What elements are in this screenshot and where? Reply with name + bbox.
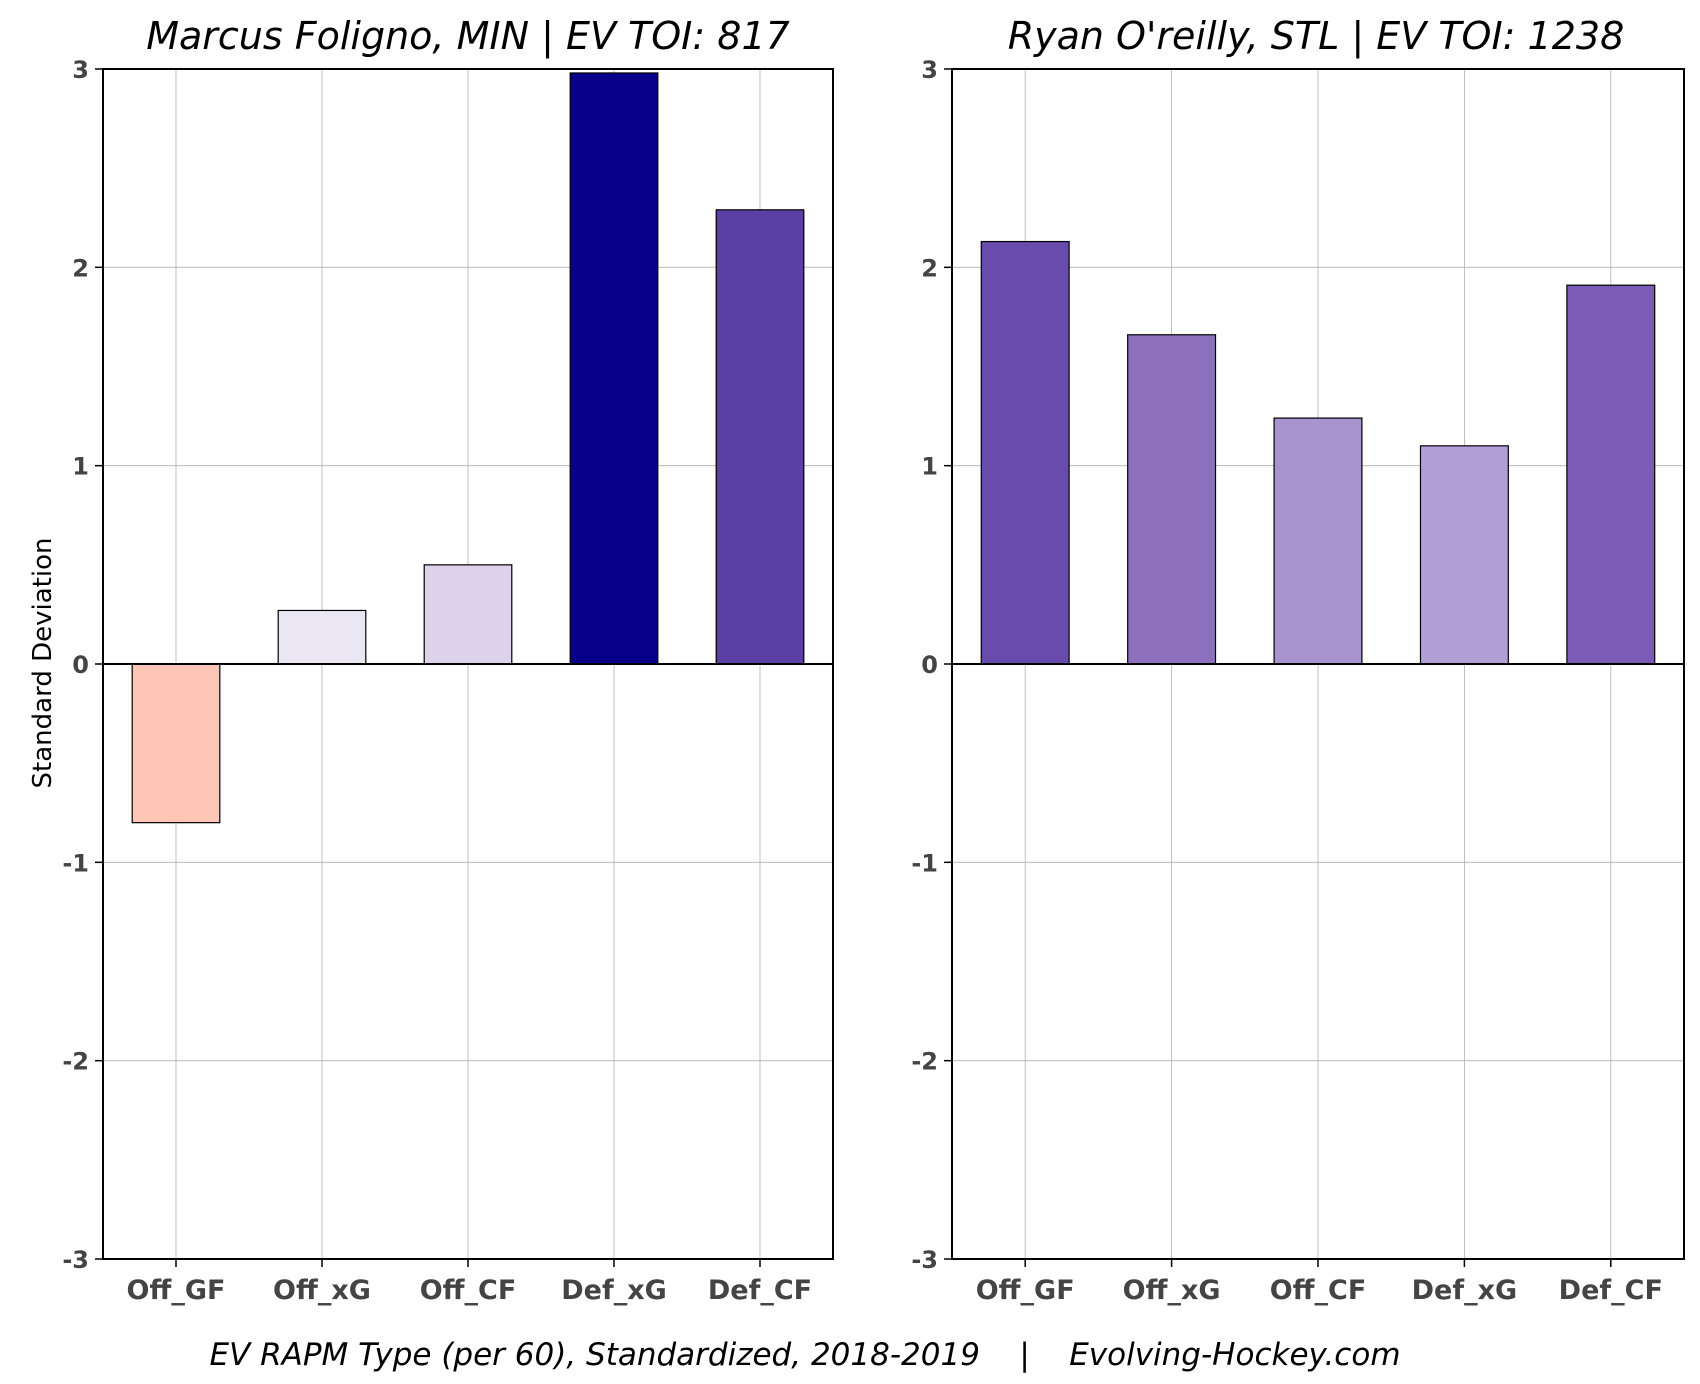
x-tick-label: Def_CF <box>708 1275 812 1306</box>
x-tick-label: Def_xG <box>561 1275 667 1306</box>
bar-off-xg <box>277 609 367 665</box>
y-tick-labels: -3 -2 -1 0 1 2 3 <box>911 56 938 1274</box>
bar-off-gf <box>131 663 221 824</box>
x-tick-label: Off_xG <box>273 1275 371 1306</box>
plot-frame <box>102 68 834 1260</box>
chart-title: Ryan O'reilly, STL | EV TOI: 1238 <box>1008 14 1625 59</box>
chart-title: Marcus Foligno, MIN | EV TOI: 817 <box>146 14 790 59</box>
bar-def-xg <box>569 72 659 665</box>
y-tick-label: 1 <box>921 453 938 481</box>
x-tick-label: Off_xG <box>1123 1275 1221 1306</box>
y-tick-label: -3 <box>62 1246 89 1274</box>
bar-def-xg <box>1419 445 1509 665</box>
y-tick-label: 0 <box>921 651 938 679</box>
x-tick-label: Off_GF <box>127 1275 226 1306</box>
plot-frame <box>951 68 1685 1260</box>
y-axis-label: Standard Deviation <box>28 538 58 789</box>
bar-off-gf <box>980 240 1070 665</box>
y-tick-label: 2 <box>921 254 938 282</box>
axes <box>95 68 834 1267</box>
x-tick-label: Def_CF <box>1559 1275 1663 1306</box>
y-tick-label: -2 <box>62 1048 89 1076</box>
chart-oreilly: Ryan O'reilly, STL | EV TOI: 1238 -3 -2 -1… <box>911 14 1685 1306</box>
x-tick-label: Def_xG <box>1412 1275 1518 1306</box>
x-tick-label: Off_CF <box>420 1275 517 1306</box>
bar-off-cf <box>1273 417 1363 665</box>
y-tick-label: -1 <box>62 849 89 877</box>
bar-off-xg <box>1127 334 1217 665</box>
bar-def-cf <box>1566 284 1656 665</box>
footer-caption: EV RAPM Type (per 60), Standardized, 201… <box>209 1337 1400 1373</box>
bars <box>980 240 1656 665</box>
y-tick-labels: -3 -2 -1 0 1 2 3 <box>62 56 89 1274</box>
x-tick-label: Off_CF <box>1270 1275 1367 1306</box>
bar-def-cf <box>715 209 805 665</box>
y-tick-label: -2 <box>911 1048 938 1076</box>
x-tick-label: Off_GF <box>976 1275 1075 1306</box>
chart-foligno: Marcus Foligno, MIN | EV TOI: 817 -3 -2 -1… <box>62 14 834 1306</box>
x-tick-labels: Off_GF Off_xG Off_CF Def_xG Def_CF <box>127 1275 813 1306</box>
y-tick-label: 1 <box>72 453 89 481</box>
axes <box>944 68 1685 1267</box>
y-tick-label: -3 <box>911 1246 938 1274</box>
bars <box>131 72 805 824</box>
y-tick-label: 2 <box>72 254 89 282</box>
y-tick-label: 3 <box>72 56 89 84</box>
bar-off-cf <box>423 564 513 665</box>
y-tick-label: -1 <box>911 849 938 877</box>
y-tick-label: 0 <box>72 651 89 679</box>
y-tick-label: 3 <box>921 56 938 84</box>
x-tick-labels: Off_GF Off_xG Off_CF Def_xG Def_CF <box>976 1275 1663 1306</box>
